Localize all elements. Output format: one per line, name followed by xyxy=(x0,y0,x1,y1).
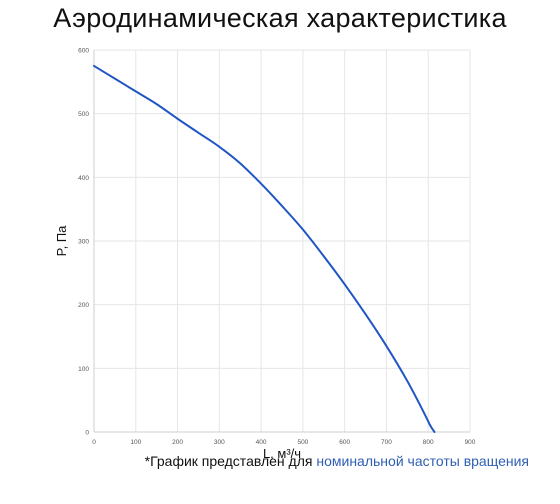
y-tick-label: 600 xyxy=(78,48,89,55)
series-line-0 xyxy=(93,64,436,433)
y-tick-label: 200 xyxy=(78,302,89,309)
footnote: *График представлен для номинальной част… xyxy=(145,453,529,469)
grid xyxy=(94,49,471,432)
x-tick-label: 800 xyxy=(423,439,434,446)
x-axis-label: L, м³/ч xyxy=(263,446,301,461)
y-tick-label: 300 xyxy=(78,239,89,246)
x-tick-label: 900 xyxy=(465,439,476,446)
y-tick-label: 0 xyxy=(85,430,89,437)
y-tick-label: 500 xyxy=(78,111,89,118)
x-tick-label: 300 xyxy=(214,439,225,446)
x-tick-label: 200 xyxy=(172,439,183,446)
tick-labels: 0 100 200 300 400 500 600 700 800 900 0 100 200 300 40… xyxy=(78,48,476,447)
footnote-highlight: номинальной частоты вращения xyxy=(316,453,529,469)
x-tick-label: 400 xyxy=(256,439,267,446)
axes xyxy=(93,50,470,433)
chart-title: Аэродинамическая характеристика xyxy=(53,3,507,33)
x-tick-label: 0 xyxy=(92,439,96,446)
y-axis-label: P, Па xyxy=(54,225,69,257)
x-tick-label: 700 xyxy=(381,439,392,446)
y-tick-label: 400 xyxy=(78,175,89,182)
x-tick-label: 500 xyxy=(297,439,308,446)
y-tick-label: 100 xyxy=(78,366,89,373)
series xyxy=(93,64,436,433)
footnote-prefix: *График представлен для xyxy=(144,453,317,469)
x-tick-label: 100 xyxy=(130,439,141,446)
x-tick-label: 600 xyxy=(339,439,350,446)
